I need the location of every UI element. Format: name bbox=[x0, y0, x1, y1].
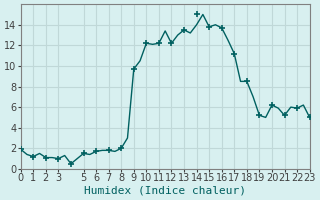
X-axis label: Humidex (Indice chaleur): Humidex (Indice chaleur) bbox=[84, 186, 246, 196]
